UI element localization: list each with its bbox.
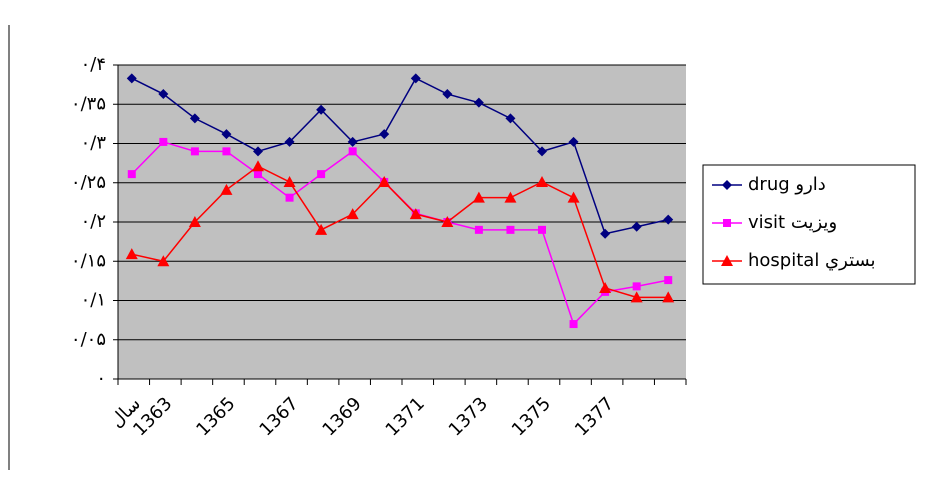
y-tick-label: ۰/۴ [81,54,106,75]
marker [253,146,263,157]
series-line [131,77,669,235]
legend-label: drug دارو [748,174,826,195]
marker [506,225,515,234]
marker [188,216,201,227]
marker [599,281,612,293]
marker [538,225,546,234]
marker [721,255,733,266]
marker [283,175,296,187]
marker [378,175,391,187]
marker [723,219,731,227]
y-tick-label: ۰/۱۵ [71,250,106,271]
marker [317,170,326,179]
marker [663,214,674,225]
marker [664,276,673,285]
marker [125,248,138,260]
legend-label: hospital بستري [748,250,876,271]
marker [346,208,359,220]
marker [410,73,421,84]
marker [348,147,357,156]
marker [537,146,547,157]
y-tick-label: ۰/۲۵ [71,172,106,193]
marker [569,320,578,329]
x-tick-label: 1375 [508,393,555,440]
marker [254,170,262,179]
x-tick-label: 1369 [318,393,365,440]
y-tick-label: ۰/۰۵ [71,329,106,350]
marker [315,223,328,235]
marker [632,282,641,291]
marker [221,129,232,140]
y-tick-label: ۰/۳۵ [71,93,106,114]
marker [159,137,168,146]
marker [442,89,453,100]
marker [409,208,422,220]
marker [379,129,390,140]
y-tick-label: ۰ [96,368,106,389]
y-tick-label: ۰/۳ [81,133,107,154]
y-tick-label: ۰/۱ [81,290,106,311]
marker [472,191,485,203]
marker [631,221,642,232]
x-tick-label: 1371 [382,393,429,440]
marker [316,104,327,115]
marker [126,73,137,84]
marker [220,183,233,195]
series-line [131,165,669,299]
marker [284,136,295,147]
marker [189,113,200,124]
marker [504,191,517,203]
marker [347,136,358,147]
marker [536,175,548,187]
marker [568,136,579,147]
marker [630,291,643,303]
marker [441,216,454,227]
marker [222,147,231,156]
marker [722,180,732,190]
marker [662,291,675,303]
x-tick-label: 1373 [445,393,492,440]
marker [252,160,264,172]
marker [505,113,516,124]
marker [157,255,170,267]
x-tick-label: 1377 [571,393,618,440]
marker [190,147,199,156]
marker [127,170,136,179]
y-tick-label: ۰/۲ [81,211,106,232]
marker [600,228,611,239]
marker [567,191,580,203]
legend-label: visit ویزیت [748,212,837,233]
marker [158,89,169,100]
marker [473,97,484,108]
x-tick-label: 1367 [255,393,302,440]
marker [474,225,483,234]
marker [285,193,294,202]
x-tick-label: 1365 [192,393,239,440]
